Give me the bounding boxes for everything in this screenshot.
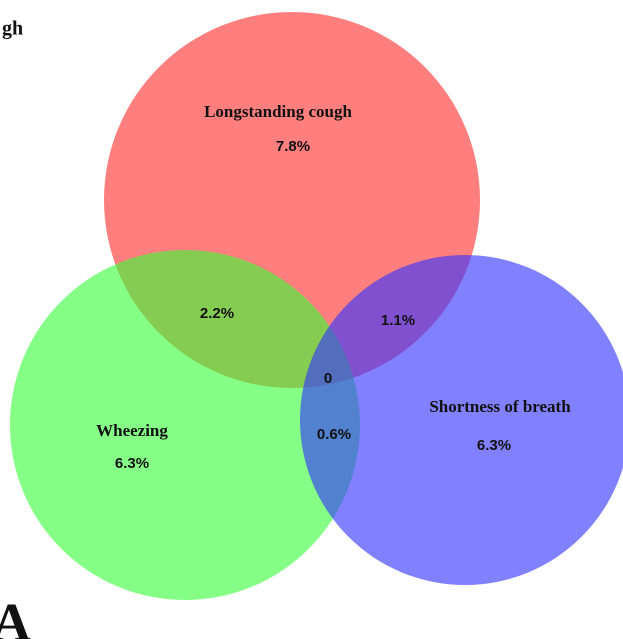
set-label: Wheezing (96, 421, 168, 440)
intersection-value: 0 (324, 370, 332, 387)
corner-text: gh (2, 18, 23, 40)
panel-label: A (0, 592, 31, 639)
set-value: 7.8% (276, 138, 310, 155)
circle-breath (300, 255, 623, 585)
circle-wheezing (10, 250, 360, 600)
intersection-value: 1.1% (381, 312, 415, 329)
set-value: 6.3% (115, 455, 149, 472)
intersection-value: 0.6% (317, 426, 351, 443)
intersection-value: 2.2% (200, 305, 234, 322)
set-value: 6.3% (477, 437, 511, 454)
set-label: Longstanding cough (204, 102, 352, 121)
set-label: Shortness of breath (429, 397, 571, 416)
